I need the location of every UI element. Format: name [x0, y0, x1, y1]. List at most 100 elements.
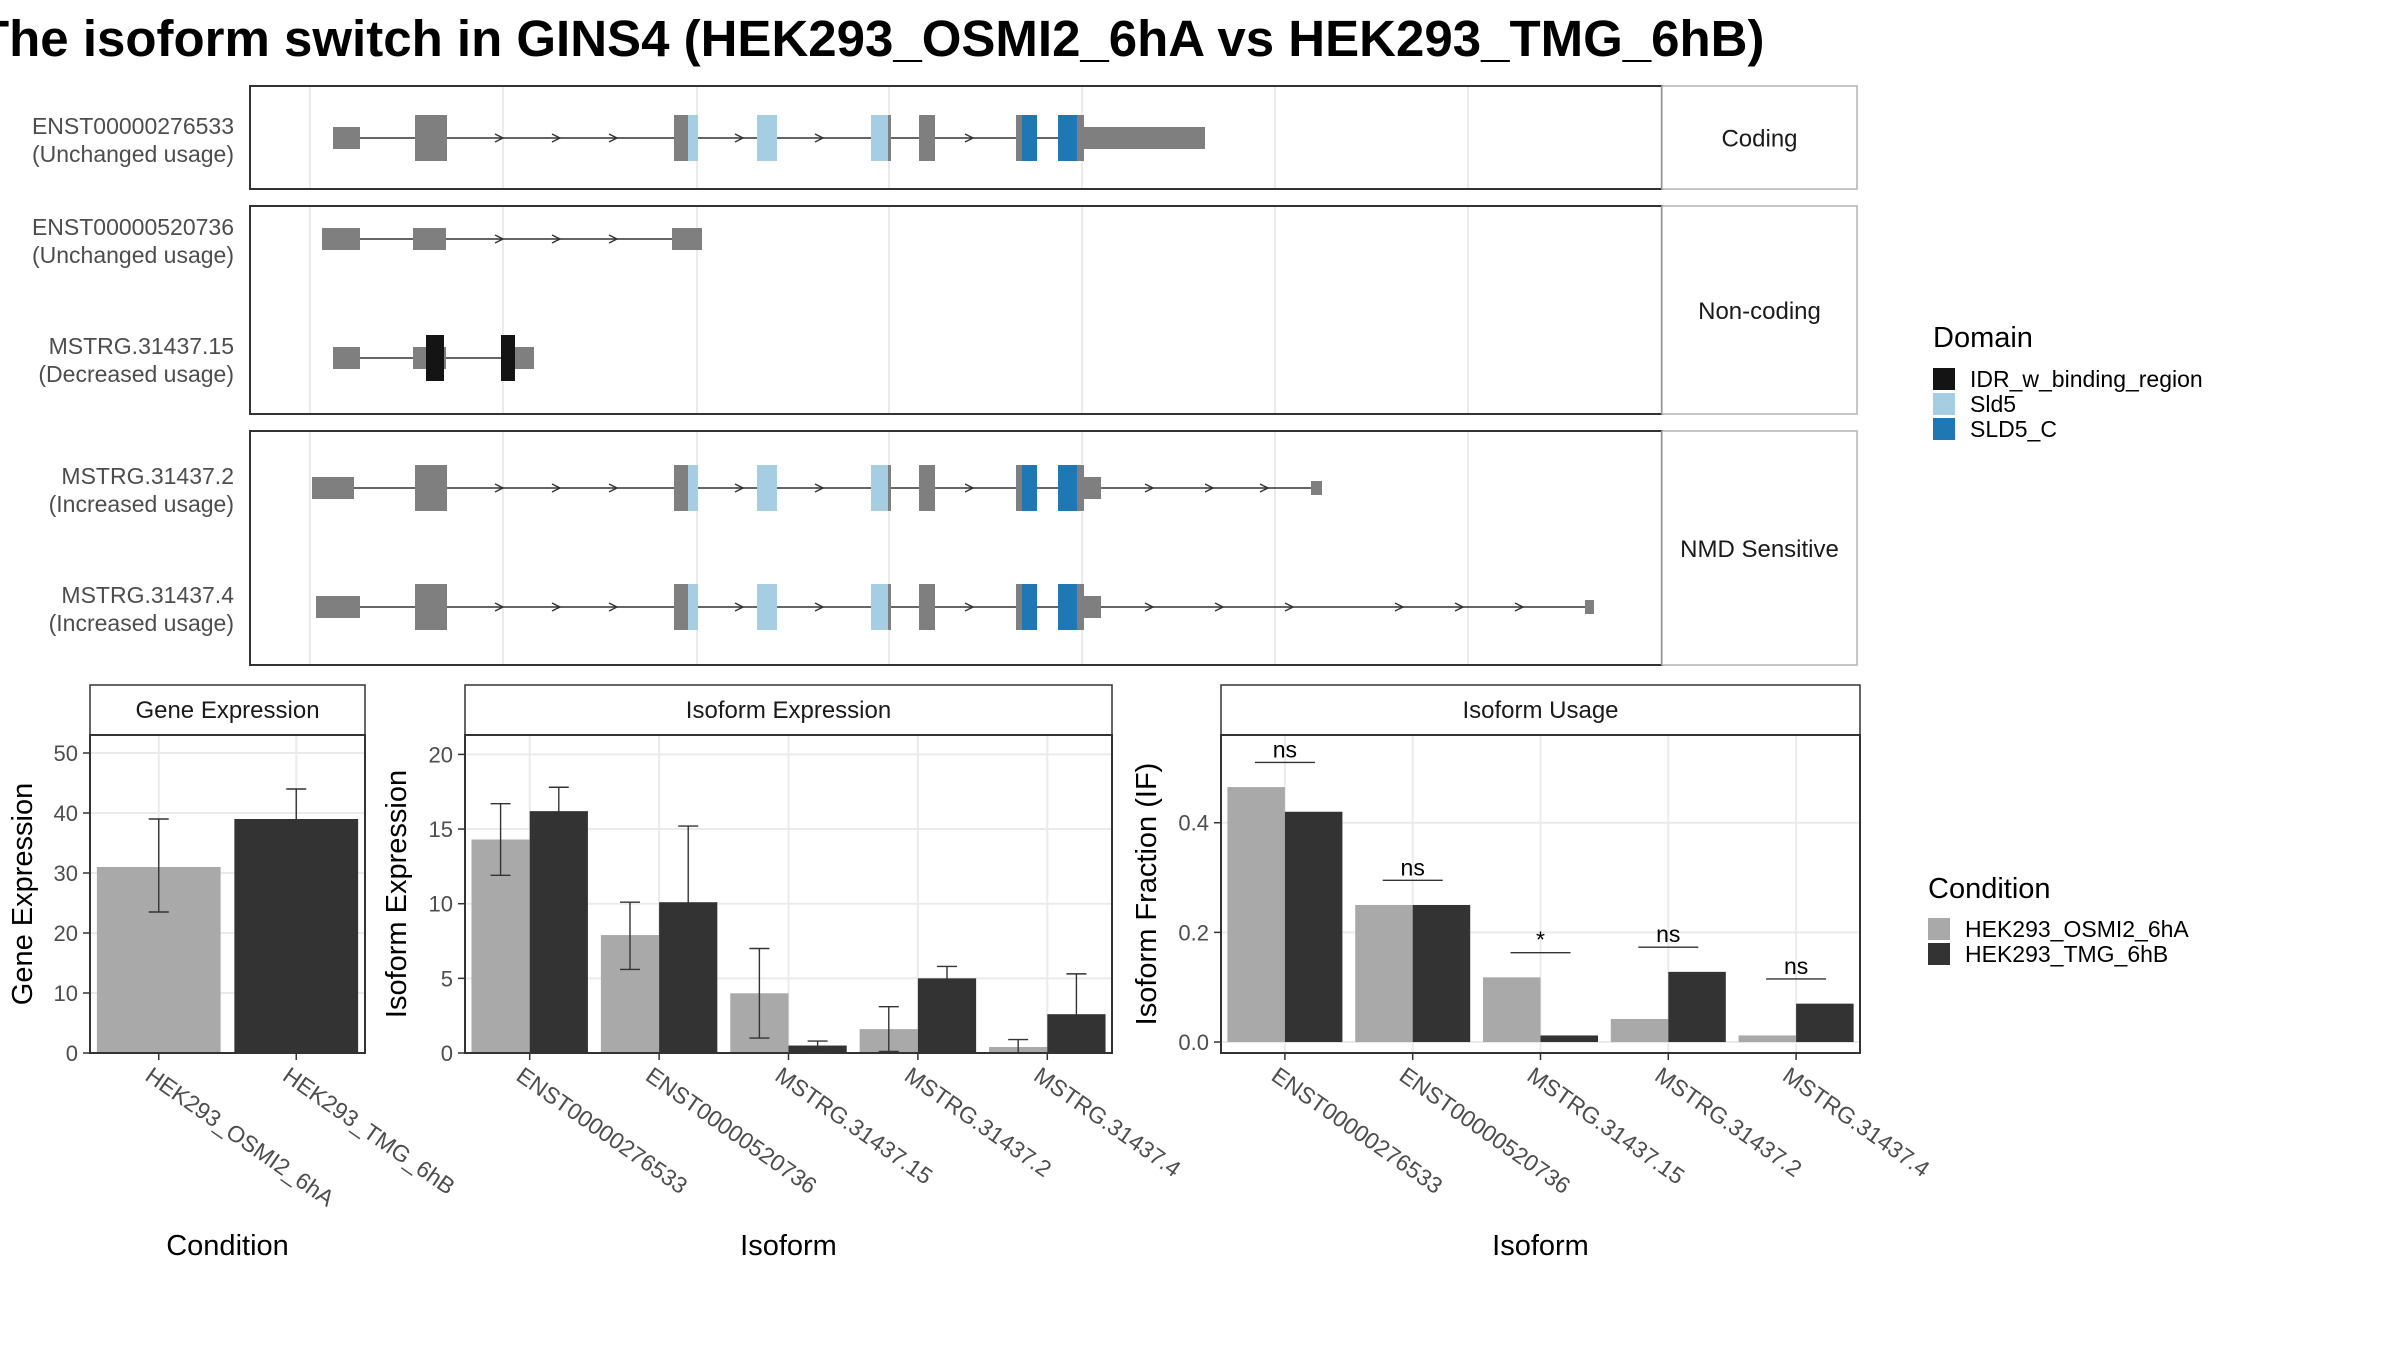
strand-arrow: [608, 234, 619, 244]
strip-label-0: Coding: [1721, 126, 1797, 153]
legend-label: IDR_w_binding_region: [1970, 366, 2203, 392]
y-tick-label: 15: [429, 817, 453, 842]
exon-block: [672, 228, 702, 250]
bar: [1412, 904, 1471, 1043]
y-tick-label: 40: [54, 801, 78, 826]
strand-arrow: [964, 133, 975, 143]
exon-block: [1016, 584, 1027, 630]
strand-arrow: [551, 602, 562, 612]
exon-block: [919, 115, 935, 161]
legend-key-condition-0: [1928, 918, 1950, 940]
domain-legend-title: Domain: [1933, 322, 2033, 354]
transcript-id-label: MSTRG.31437.4: [61, 582, 234, 608]
exon-block: [919, 584, 935, 630]
domain-block-sld5: [757, 465, 777, 511]
significance-label: ns: [1656, 921, 1680, 947]
strand-arrow: [1204, 483, 1215, 493]
strand-arrow: [734, 602, 745, 612]
domain-block-sld5: [871, 115, 888, 161]
exon-block: [1016, 465, 1027, 511]
strand-arrow: [1394, 602, 1405, 612]
domain-block-sld5_c: [1022, 465, 1037, 511]
y-axis-title: Isoform Fraction (IF): [1131, 763, 1163, 1026]
exon-block: [1016, 115, 1027, 161]
strand-arrow: [964, 602, 975, 612]
transcript-usage-label: (Increased usage): [49, 491, 234, 517]
strand-arrow: [494, 483, 505, 493]
bar: [1540, 1035, 1599, 1043]
y-tick-label: 10: [429, 892, 453, 917]
legend-key-condition-1: [1928, 943, 1950, 965]
exon-block: [1081, 596, 1101, 618]
y-tick-label: 0: [66, 1041, 78, 1066]
exon-block: [415, 584, 447, 630]
chart-strip-title: Isoform Expression: [686, 697, 891, 724]
exon-block: [919, 465, 935, 511]
exon-block: [333, 127, 360, 149]
exon-block: [333, 347, 360, 369]
figure-title: The isoform switch in GINS4 (HEK293_OSMI…: [0, 10, 1764, 67]
legend-key-sld5: [1933, 393, 1955, 415]
strand-arrow: [814, 133, 825, 143]
strand-arrow: [1514, 602, 1525, 612]
y-axis-title: Isoform Expression: [381, 770, 413, 1018]
domain-block-idr_w_binding_region: [501, 335, 515, 381]
y-tick-label: 0.2: [1178, 920, 1209, 945]
strand-arrow: [1144, 602, 1155, 612]
exon-block: [312, 477, 354, 499]
plot-border: [464, 734, 1113, 1054]
domain-block-sld5_c: [1022, 584, 1037, 630]
y-tick-label: 0.0: [1178, 1030, 1209, 1055]
y-axis-title: Gene Expression: [7, 783, 39, 1005]
structure-panel-bg: [250, 206, 1662, 414]
strip-box: [1661, 205, 1858, 415]
legend-label: HEK293_TMG_6hB: [1965, 941, 2168, 967]
strand-arrow: [734, 483, 745, 493]
transcript-structure-panel: Coding Non-coding NMD Sensitive ENST0000027…: [32, 85, 1858, 666]
y-tick-label: 20: [429, 742, 453, 767]
strand-arrow: [551, 483, 562, 493]
legend-label: SLD5_C: [1970, 416, 2057, 442]
exon-block: [1081, 127, 1205, 149]
exon-block: [1585, 600, 1594, 614]
transcript-id-label: MSTRG.31437.2: [61, 463, 234, 489]
exon-block: [1311, 481, 1322, 495]
strand-arrow: [608, 483, 619, 493]
bar: [1738, 1035, 1797, 1043]
strand-arrow: [494, 133, 505, 143]
y-tick-label: 10: [54, 981, 78, 1006]
x-axis-title: Isoform: [740, 1230, 837, 1262]
chart-strip-title: Isoform Usage: [1462, 697, 1618, 724]
isoform-expression-chart: Isoform Expression05101520ENST0000027653…: [381, 684, 1186, 1262]
domain-block-sld5_c: [1022, 115, 1037, 161]
legend-label: Sld5: [1970, 391, 2016, 417]
y-tick-label: 20: [54, 921, 78, 946]
y-tick-label: 0: [441, 1041, 453, 1066]
strand-arrow: [494, 602, 505, 612]
chart-strip: [464, 684, 1113, 736]
strand-arrow: [608, 133, 619, 143]
significance-label: ns: [1273, 736, 1297, 762]
transcript-id-label: MSTRG.31437.15: [49, 333, 234, 359]
transcript-usage-label: (Unchanged usage): [32, 141, 234, 167]
strip-box: [1661, 430, 1858, 666]
bar: [1482, 977, 1541, 1043]
isoform-usage-chart: Isoform Usage0.00.20.4nsENST00000276533n…: [1131, 684, 1935, 1262]
y-tick-label: 30: [54, 861, 78, 886]
bar: [1796, 1003, 1854, 1043]
chart-strip-title: Gene Expression: [135, 697, 319, 724]
significance-label: *: [1536, 927, 1545, 953]
bar: [1355, 904, 1413, 1043]
bar: [529, 811, 588, 1053]
strand-arrow: [551, 133, 562, 143]
strand-arrow: [1454, 602, 1465, 612]
y-tick-label: 5: [441, 966, 453, 991]
bar: [1610, 1019, 1669, 1043]
chart-strip: [1220, 684, 1861, 736]
legend-key-idr-w-binding-region: [1933, 368, 1955, 390]
y-tick-label: 0.4: [1178, 811, 1209, 836]
strand-arrow: [1284, 602, 1295, 612]
strip-label-2: NMD Sensitive: [1680, 536, 1839, 563]
exon-block: [413, 228, 446, 250]
